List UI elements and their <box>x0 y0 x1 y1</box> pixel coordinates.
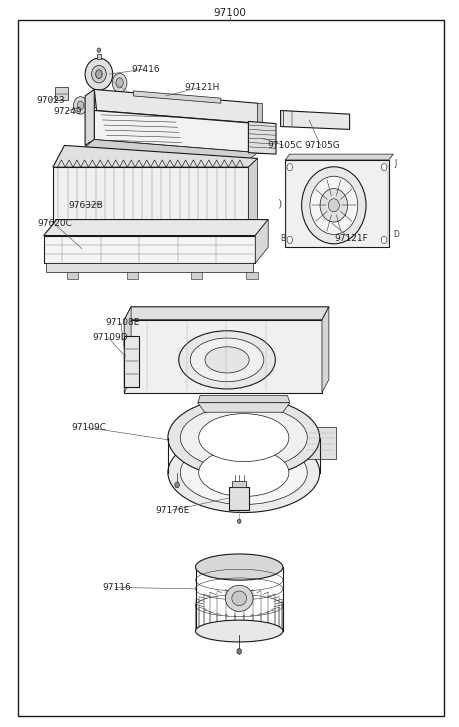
Ellipse shape <box>180 441 307 505</box>
Ellipse shape <box>180 406 307 470</box>
Ellipse shape <box>319 188 347 222</box>
Polygon shape <box>55 87 68 100</box>
Ellipse shape <box>286 236 292 244</box>
Text: ): ) <box>276 198 281 209</box>
Polygon shape <box>285 160 388 247</box>
Polygon shape <box>124 307 131 393</box>
Polygon shape <box>94 89 262 124</box>
Polygon shape <box>321 307 328 393</box>
Text: 97249: 97249 <box>53 107 81 116</box>
Ellipse shape <box>77 101 84 110</box>
Ellipse shape <box>381 236 386 244</box>
Text: 97116: 97116 <box>102 583 131 592</box>
Ellipse shape <box>309 176 357 234</box>
Text: B: B <box>280 234 285 243</box>
Ellipse shape <box>190 338 263 382</box>
Polygon shape <box>124 336 139 387</box>
Ellipse shape <box>284 405 288 411</box>
Ellipse shape <box>198 449 288 497</box>
Ellipse shape <box>286 164 292 171</box>
Polygon shape <box>255 220 268 263</box>
Polygon shape <box>248 158 257 233</box>
Text: 97176E: 97176E <box>155 506 190 515</box>
Text: J: J <box>393 159 396 168</box>
Ellipse shape <box>168 398 319 478</box>
Ellipse shape <box>301 166 365 244</box>
Text: 97121H: 97121H <box>184 83 219 92</box>
Polygon shape <box>85 140 257 160</box>
Text: 97632B: 97632B <box>68 201 103 209</box>
Text: 97105C: 97105C <box>267 141 302 150</box>
Text: 97105G: 97105G <box>304 141 340 150</box>
Text: 97109D: 97109D <box>92 333 127 342</box>
Polygon shape <box>229 487 249 510</box>
Ellipse shape <box>179 331 275 389</box>
Text: 97620C: 97620C <box>38 219 73 228</box>
Polygon shape <box>305 427 335 459</box>
Ellipse shape <box>205 347 249 373</box>
Ellipse shape <box>225 585 252 611</box>
Text: 97109C: 97109C <box>71 423 106 432</box>
Text: 97416: 97416 <box>131 65 159 73</box>
Polygon shape <box>94 111 257 153</box>
Text: 97121F: 97121F <box>333 234 367 243</box>
Ellipse shape <box>95 70 102 79</box>
Ellipse shape <box>198 414 288 462</box>
Polygon shape <box>190 272 202 279</box>
Polygon shape <box>197 395 289 403</box>
Polygon shape <box>133 91 220 103</box>
Ellipse shape <box>174 482 179 488</box>
Polygon shape <box>248 121 275 154</box>
Polygon shape <box>285 154 392 160</box>
Polygon shape <box>67 272 78 279</box>
Ellipse shape <box>97 48 101 52</box>
Ellipse shape <box>116 78 123 88</box>
Polygon shape <box>86 101 96 111</box>
Ellipse shape <box>195 554 282 580</box>
Ellipse shape <box>195 620 282 642</box>
Polygon shape <box>85 89 94 145</box>
Polygon shape <box>124 307 328 320</box>
Ellipse shape <box>237 519 241 523</box>
Ellipse shape <box>91 65 106 83</box>
Text: 97023: 97023 <box>37 96 65 105</box>
Ellipse shape <box>168 433 319 513</box>
Polygon shape <box>96 54 101 59</box>
Polygon shape <box>280 111 349 129</box>
Ellipse shape <box>236 648 241 654</box>
Text: 97100: 97100 <box>213 8 246 18</box>
Ellipse shape <box>73 97 87 114</box>
Polygon shape <box>53 145 257 167</box>
Ellipse shape <box>231 591 246 606</box>
Polygon shape <box>53 167 248 233</box>
Polygon shape <box>126 272 138 279</box>
Ellipse shape <box>381 164 386 171</box>
Polygon shape <box>44 236 255 263</box>
Ellipse shape <box>85 58 112 90</box>
Polygon shape <box>46 263 252 272</box>
Polygon shape <box>197 403 289 412</box>
Text: D: D <box>392 230 398 238</box>
Text: 97108E: 97108E <box>105 318 139 327</box>
Ellipse shape <box>112 73 127 92</box>
Polygon shape <box>246 272 257 279</box>
Polygon shape <box>44 220 268 236</box>
Polygon shape <box>124 320 321 393</box>
Polygon shape <box>232 481 246 487</box>
Polygon shape <box>256 103 262 153</box>
Ellipse shape <box>328 198 339 212</box>
